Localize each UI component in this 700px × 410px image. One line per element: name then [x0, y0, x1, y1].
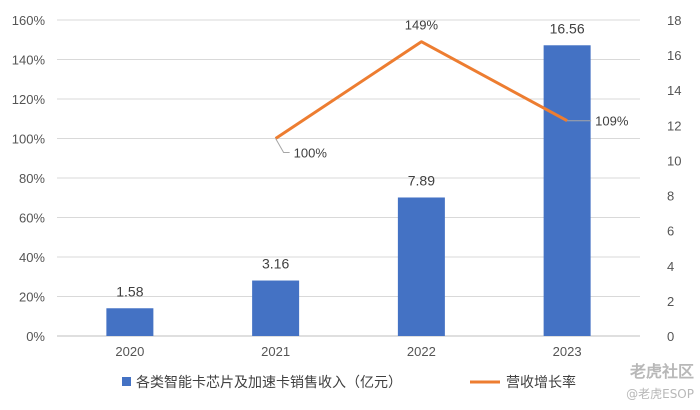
left-axis-tick-label: 100%: [12, 132, 46, 147]
left-axis-tick-label: 160%: [12, 13, 46, 28]
x-axis-tick-label: 2021: [261, 344, 290, 359]
line-data-label: 149%: [405, 18, 439, 33]
bar: [397, 197, 445, 336]
x-axis-tick-label: 2022: [407, 344, 436, 359]
bar-data-label: 7.89: [408, 172, 435, 188]
right-axis-tick-label: 12: [667, 118, 681, 133]
right-axis-tick-label: 8: [667, 189, 674, 204]
line-data-label: 109%: [595, 114, 629, 129]
left-axis-tick-label: 60%: [19, 211, 45, 226]
growth-line: [274, 40, 568, 140]
left-axis-tick-label: 80%: [19, 171, 45, 186]
legend: 各类智能卡芯片及加速卡销售收入（亿元） 营收增长率: [122, 374, 576, 390]
gridlines: [57, 19, 640, 337]
left-axis-tick-label: 120%: [12, 92, 46, 107]
right-axis-tick-label: 10: [667, 153, 681, 168]
x-axis-tick-label: 2023: [553, 344, 582, 359]
left-axis-ticks: 0% 20% 40% 60% 80% 100% 120% 140% 160%: [12, 13, 46, 344]
bar-series: 1.58 3.16 7.89 16.56: [106, 20, 591, 336]
bar-data-label: 1.58: [116, 283, 143, 299]
left-axis-tick-label: 0%: [26, 329, 45, 344]
label-leader-line: [275, 138, 290, 153]
bar-data-label: 16.56: [550, 20, 585, 36]
right-axis-tick-label: 16: [667, 48, 681, 63]
watermark-handle: @老虎ESOP: [626, 387, 694, 401]
bar: [543, 45, 591, 336]
right-axis-tick-label: 14: [667, 83, 681, 98]
right-axis-tick-label: 6: [667, 224, 674, 239]
bar: [252, 280, 300, 336]
left-axis-tick-label: 20%: [19, 290, 45, 305]
x-axis-ticks: 2020 2021 2022 2023: [115, 344, 581, 359]
line-series: 100% 149% 109%: [274, 18, 629, 161]
x-axis-tick-label: 2020: [115, 344, 144, 359]
line-data-label: 100%: [294, 146, 328, 161]
right-axis-ticks: 0 2 4 6 8 10 12 14 16 18: [667, 13, 681, 344]
right-axis-tick-label: 4: [667, 259, 674, 274]
right-axis-tick-label: 2: [667, 294, 674, 309]
left-axis-tick-label: 140%: [12, 53, 46, 68]
left-axis-tick-label: 40%: [19, 250, 45, 265]
watermark-logo-text: 老虎社区: [629, 362, 694, 381]
bar-data-label: 3.16: [262, 256, 289, 272]
legend-line-label: 营收增长率: [506, 374, 576, 390]
right-axis-tick-label: 18: [667, 13, 681, 28]
right-axis-tick-label: 0: [667, 329, 674, 344]
legend-bar-swatch: [122, 377, 131, 386]
legend-bar-label: 各类智能卡芯片及加速卡销售收入（亿元）: [136, 374, 402, 390]
bar: [106, 308, 154, 336]
